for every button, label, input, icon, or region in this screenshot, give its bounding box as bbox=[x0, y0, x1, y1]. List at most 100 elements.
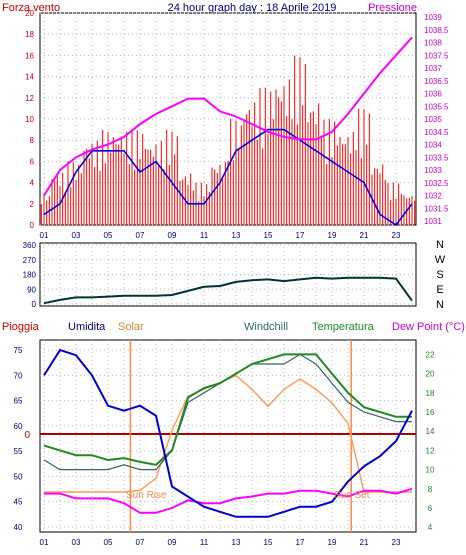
windchill-label: Windchill bbox=[244, 321, 288, 333]
wind-x-tick: 11 bbox=[200, 231, 209, 240]
temperature-y-tick: 22 bbox=[426, 350, 435, 359]
temperature-x-tick: 03 bbox=[72, 538, 81, 547]
temperature-panel bbox=[39, 339, 417, 533]
pressure-y-tick: 1033.5 bbox=[424, 153, 449, 162]
wind-x-tick: 21 bbox=[360, 231, 369, 240]
direction-y-tick: 360 bbox=[23, 241, 37, 250]
humidity-y-tick: 40 bbox=[14, 523, 23, 532]
humidity-y-tick: 75 bbox=[14, 346, 23, 355]
wind-y-tick: 0 bbox=[30, 221, 35, 230]
temperature-line bbox=[43, 353, 412, 466]
humidity-label: Umidita bbox=[68, 321, 106, 333]
temperature-x-tick: 09 bbox=[168, 538, 177, 547]
temperature-y-tick: 12 bbox=[426, 446, 435, 455]
direction-y-tick: 180 bbox=[23, 271, 37, 280]
temperature-y-tick: 10 bbox=[426, 466, 435, 475]
temperature-x-tick: 21 bbox=[360, 538, 369, 547]
wind-y-tick: 12 bbox=[25, 94, 34, 103]
compass-label: E bbox=[436, 284, 443, 296]
pressure-y-tick: 1035 bbox=[424, 115, 442, 124]
wind-y-tick: 14 bbox=[25, 73, 34, 82]
dewpoint-line bbox=[44, 487, 413, 514]
pressure-y-tick: 1034.5 bbox=[424, 128, 449, 137]
pressure-label: Pressione bbox=[368, 2, 417, 14]
chart-title: 24 hour graph day : 18 Aprile 2019 bbox=[168, 2, 337, 14]
humidity-line bbox=[43, 348, 413, 518]
wind-x-tick: 23 bbox=[392, 231, 401, 240]
temperature-x-tick: 05 bbox=[104, 538, 113, 547]
rain-label: Pioggia bbox=[2, 321, 40, 333]
temperature-x-tick: 01 bbox=[40, 538, 49, 547]
pressure-y-tick: 1034 bbox=[424, 141, 442, 150]
pressure-y-tick: 1036.5 bbox=[424, 77, 449, 86]
wind-x-tick: 01 bbox=[40, 231, 49, 240]
sun-set-label: Sun Set bbox=[334, 490, 370, 501]
temperature-y-tick: 20 bbox=[426, 370, 435, 379]
wind-x-tick: 03 bbox=[72, 231, 81, 240]
wind-y-tick: 2 bbox=[30, 200, 35, 209]
pressure-line bbox=[43, 36, 413, 197]
compass-label: N bbox=[436, 299, 444, 311]
temperature-x-tick: 07 bbox=[136, 538, 145, 547]
wind-y-tick: 4 bbox=[30, 179, 35, 188]
humidity-y-tick: 70 bbox=[14, 371, 23, 380]
wind-x-tick: 17 bbox=[296, 231, 305, 240]
temperature-x-tick: 11 bbox=[200, 538, 209, 547]
humidity-y-tick: 65 bbox=[14, 397, 23, 406]
compass-label: N bbox=[436, 239, 444, 251]
wind-x-tick: 07 bbox=[136, 231, 145, 240]
wind-x-tick: 09 bbox=[168, 231, 177, 240]
wind-y-tick: 8 bbox=[30, 136, 35, 145]
rain-zero-label: 0 bbox=[24, 430, 30, 441]
solar-label: Solar bbox=[118, 321, 144, 333]
direction-line bbox=[43, 276, 413, 305]
temperature-x-tick: 13 bbox=[232, 538, 241, 547]
wind-y-tick: 18 bbox=[25, 30, 34, 39]
temperature-y-tick: 6 bbox=[428, 504, 433, 513]
humidity-y-tick: 55 bbox=[14, 447, 23, 456]
compass-label: W bbox=[435, 254, 446, 266]
pressure-y-tick: 1037 bbox=[424, 64, 442, 73]
wind-y-tick: 20 bbox=[25, 9, 34, 18]
compass-label: S bbox=[436, 269, 443, 281]
wind-y-tick: 6 bbox=[30, 157, 35, 166]
pressure-y-tick: 1032 bbox=[424, 192, 442, 201]
pressure-y-tick: 1031 bbox=[424, 217, 442, 226]
temperature-y-tick: 8 bbox=[428, 485, 433, 494]
pressure-y-tick: 1033 bbox=[424, 166, 442, 175]
wind-y-tick: 10 bbox=[25, 115, 34, 124]
direction-y-tick: 0 bbox=[32, 300, 37, 309]
temperature-y-tick: 18 bbox=[426, 389, 435, 398]
wind-y-tick: 16 bbox=[25, 51, 34, 60]
temperature-x-tick: 15 bbox=[264, 538, 273, 547]
temperature-y-tick: 14 bbox=[426, 427, 435, 436]
temperature-x-tick: 19 bbox=[328, 538, 337, 547]
sun-rise-label: Sun Rise bbox=[126, 490, 167, 501]
wind-x-tick: 13 bbox=[232, 231, 241, 240]
wind-x-tick: 15 bbox=[264, 231, 273, 240]
humidity-y-tick: 45 bbox=[14, 498, 23, 507]
wind-x-tick: 19 bbox=[328, 231, 337, 240]
humidity-y-tick: 50 bbox=[14, 472, 23, 481]
pressure-y-tick: 1035.5 bbox=[424, 102, 449, 111]
dewpoint-label: Dew Point (°C) bbox=[392, 321, 465, 333]
temperature-label: Temperatura bbox=[312, 321, 375, 333]
pressure-y-tick: 1037.5 bbox=[424, 51, 449, 60]
wind-label: Forza vento bbox=[2, 2, 60, 14]
pressure-y-tick: 1039 bbox=[424, 13, 442, 22]
pressure-y-tick: 1031.5 bbox=[424, 204, 449, 213]
temperature-x-tick: 23 bbox=[392, 538, 401, 547]
temperature-y-tick: 16 bbox=[426, 408, 435, 417]
humidity-y-tick: 60 bbox=[14, 422, 23, 431]
pressure-y-tick: 1036 bbox=[424, 90, 442, 99]
wind-x-tick: 05 bbox=[104, 231, 113, 240]
pressure-y-tick: 1038.5 bbox=[424, 26, 449, 35]
pressure-y-tick: 1032.5 bbox=[424, 179, 449, 188]
direction-y-tick: 90 bbox=[27, 285, 36, 294]
direction-y-tick: 270 bbox=[23, 256, 37, 265]
temperature-x-tick: 17 bbox=[296, 538, 305, 547]
pressure-y-tick: 1038 bbox=[424, 39, 442, 48]
temperature-y-tick: 4 bbox=[428, 523, 433, 532]
